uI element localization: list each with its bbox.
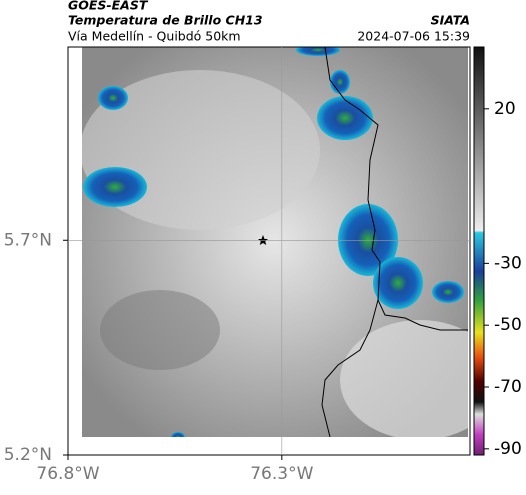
map-frame [67,46,471,456]
colorbar-label: -70 [494,377,522,397]
datetime: 2024-07-06 15:39 [357,29,470,44]
colorbar [473,46,485,456]
region: Vía Medellín - Quibdó 50km [68,29,241,44]
colorbar-label: -50 [494,315,522,335]
satellite-image [82,47,468,437]
product: Temperatura de Brillo CH13 [68,13,263,28]
lat-label: 5.2°N [4,445,52,465]
lon-label: 76.8°W [36,464,99,484]
source: SIATA [431,13,470,28]
colorbar-label: 20 [494,99,516,119]
satellite: GOES-EAST [68,0,149,13]
colorbar-label: -30 [494,253,522,273]
lon-label: 76.3°W [250,464,313,484]
colorbar-label: -90 [494,439,522,459]
lat-label: 5.7°N [4,230,52,250]
